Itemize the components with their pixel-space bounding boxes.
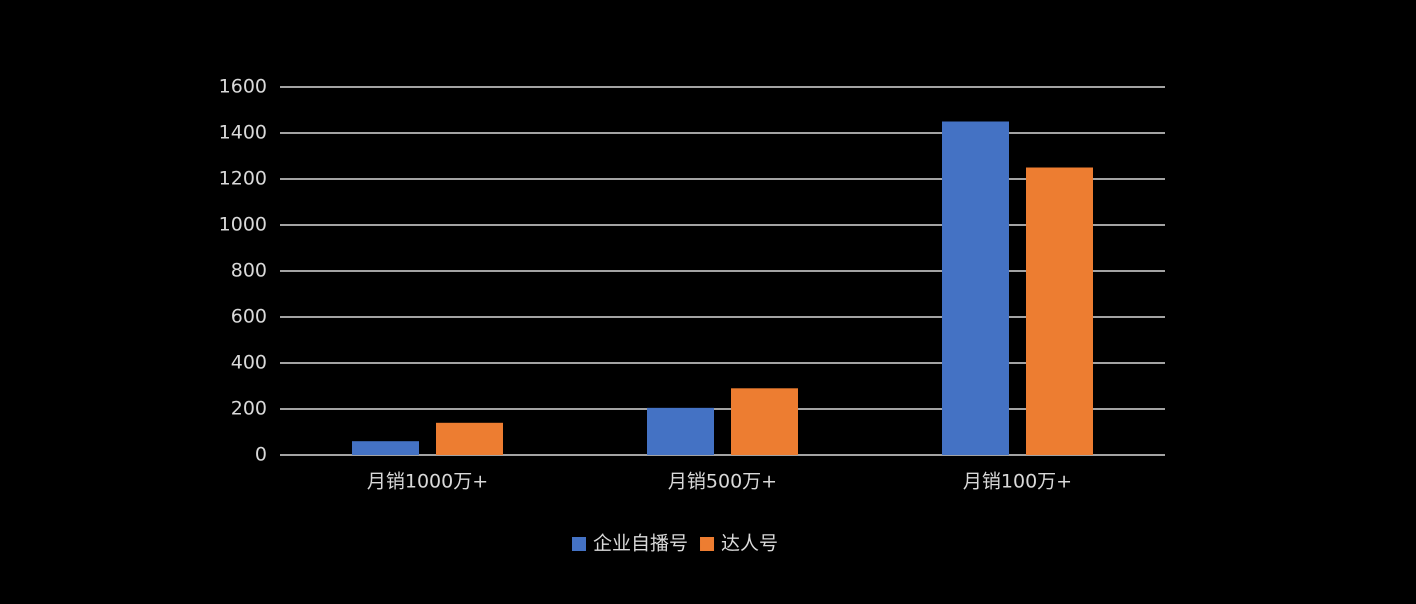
bar [1026, 167, 1093, 455]
legend-label: 企业自播号 [593, 533, 688, 555]
y-tick-label: 0 [255, 444, 267, 466]
bar [352, 441, 419, 455]
y-tick-label: 1000 [219, 214, 267, 236]
legend-swatch [572, 537, 586, 551]
legend-label: 达人号 [721, 533, 778, 555]
bar [731, 388, 798, 455]
x-tick-label: 月销500万+ [668, 471, 777, 493]
bar [436, 422, 503, 455]
y-tick-label: 1200 [219, 168, 267, 190]
x-tick-label: 月销1000万+ [367, 471, 488, 493]
y-tick-label: 400 [231, 352, 267, 374]
y-tick-label: 1400 [219, 122, 267, 144]
bar [647, 407, 714, 455]
y-tick-label: 1600 [219, 76, 267, 98]
y-tick-label: 600 [231, 306, 267, 328]
legend-swatch [700, 537, 715, 551]
y-tick-label: 800 [231, 260, 267, 282]
y-tick-label: 200 [231, 398, 267, 420]
bar [942, 121, 1009, 455]
x-tick-label: 月销100万+ [963, 471, 1072, 493]
